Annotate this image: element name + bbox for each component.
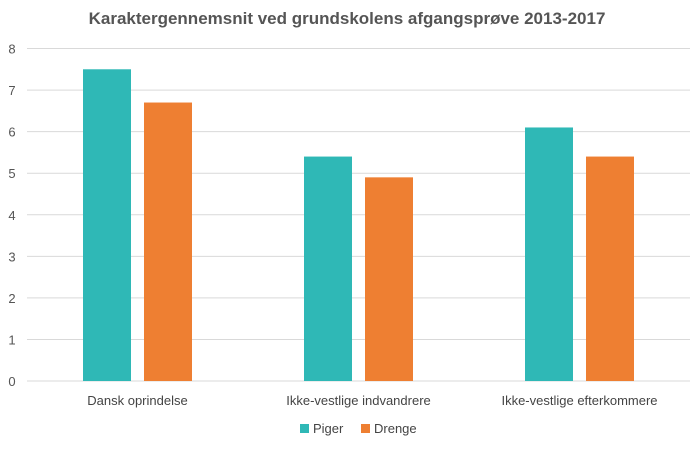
y-tick-label: 5 bbox=[8, 166, 15, 181]
bar-piger bbox=[525, 127, 573, 381]
y-tick-label: 2 bbox=[8, 291, 15, 306]
chart-title: Karaktergennemsnit ved grundskolens afga… bbox=[89, 9, 606, 28]
y-tick-label: 7 bbox=[8, 83, 15, 98]
legend-label: Piger bbox=[313, 421, 344, 436]
y-tick-label: 3 bbox=[8, 249, 15, 264]
bar-drenge bbox=[365, 177, 413, 381]
x-tick-label: Ikke-vestlige efterkommere bbox=[501, 393, 657, 408]
bar-drenge bbox=[586, 156, 634, 381]
y-tick-label: 0 bbox=[8, 374, 15, 389]
y-tick-label: 6 bbox=[8, 125, 15, 140]
legend-swatch-drenge bbox=[361, 424, 370, 433]
x-tick-label: Dansk oprindelse bbox=[87, 393, 187, 408]
bar-piger bbox=[304, 156, 352, 381]
bar-drenge bbox=[144, 102, 192, 381]
bar-piger bbox=[83, 69, 131, 381]
legend-label: Drenge bbox=[374, 421, 417, 436]
y-tick-label: 8 bbox=[8, 42, 15, 57]
y-tick-label: 1 bbox=[8, 332, 15, 347]
y-tick-label: 4 bbox=[8, 208, 15, 223]
legend-swatch-piger bbox=[300, 424, 309, 433]
x-tick-label: Ikke-vestlige indvandrere bbox=[286, 393, 431, 408]
